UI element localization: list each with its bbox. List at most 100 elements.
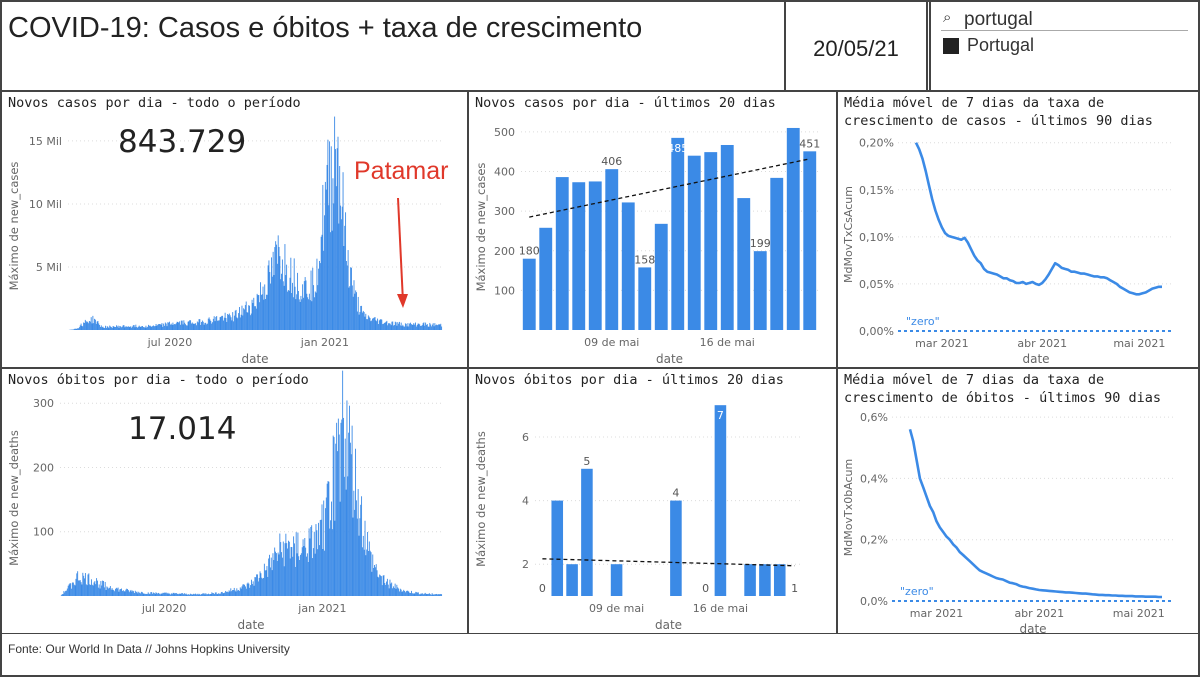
bar bbox=[249, 305, 251, 330]
bar bbox=[419, 594, 421, 596]
search-icon[interactable]: ⌕ bbox=[943, 8, 952, 26]
bar bbox=[135, 592, 137, 596]
bar bbox=[270, 557, 272, 596]
bar bbox=[275, 241, 277, 330]
bar bbox=[69, 583, 71, 596]
bar bbox=[434, 594, 436, 596]
bar bbox=[87, 574, 89, 596]
bar bbox=[329, 141, 331, 330]
bar bbox=[116, 325, 117, 330]
bar bbox=[351, 267, 352, 330]
bar bbox=[131, 327, 133, 330]
x-tick-label: mar 2021 bbox=[910, 607, 963, 620]
bar bbox=[418, 594, 420, 596]
bar bbox=[77, 571, 79, 596]
panel-deaths-growth[interactable]: Média móvel de 7 dias da taxa de crescim… bbox=[836, 367, 1200, 635]
bar bbox=[94, 318, 96, 330]
bar bbox=[279, 256, 281, 330]
panel-cases-growth[interactable]: Média móvel de 7 dias da taxa de crescim… bbox=[836, 90, 1200, 369]
bar bbox=[317, 549, 319, 596]
bar bbox=[72, 582, 73, 596]
panel-cases-all[interactable]: Novos casos por dia - todo o período 5 M… bbox=[0, 90, 469, 369]
bar bbox=[387, 584, 389, 596]
bar bbox=[704, 152, 718, 330]
trend-line bbox=[542, 558, 795, 567]
bar bbox=[337, 418, 339, 596]
bar bbox=[242, 584, 244, 596]
zero-label: "zero" bbox=[906, 315, 940, 328]
bar bbox=[137, 593, 139, 596]
bar bbox=[217, 593, 219, 596]
bar bbox=[385, 321, 387, 330]
bar bbox=[223, 317, 225, 330]
bar bbox=[161, 593, 163, 596]
y-tick-label: 200 bbox=[494, 245, 515, 258]
bar bbox=[121, 326, 123, 330]
search-underline bbox=[941, 30, 1188, 31]
bar bbox=[714, 405, 727, 596]
bar bbox=[208, 594, 210, 596]
bar bbox=[425, 593, 427, 596]
bar bbox=[202, 593, 204, 596]
bar bbox=[80, 582, 82, 596]
bar bbox=[82, 572, 84, 596]
bar bbox=[127, 589, 129, 596]
bar bbox=[160, 324, 162, 330]
bar bbox=[125, 326, 127, 330]
bar bbox=[109, 325, 111, 330]
bar bbox=[88, 323, 90, 330]
bar bbox=[272, 251, 274, 330]
bar bbox=[399, 325, 401, 330]
panel-deaths-20[interactable]: Novos óbitos por dia - últimos 20 dias 2… bbox=[467, 367, 838, 635]
bar bbox=[367, 319, 368, 330]
bar bbox=[126, 326, 128, 330]
bar bbox=[402, 324, 404, 330]
country-slicer[interactable]: ⌕ portugal Portugal bbox=[929, 0, 1200, 92]
bar bbox=[157, 593, 159, 596]
bar bbox=[439, 324, 441, 330]
bar bbox=[174, 324, 176, 330]
bar bbox=[389, 579, 391, 596]
bar bbox=[393, 587, 395, 596]
bar bbox=[428, 593, 430, 596]
bar bbox=[228, 314, 229, 330]
arrow-head-icon bbox=[397, 294, 408, 308]
bar bbox=[102, 580, 104, 596]
bar bbox=[349, 286, 351, 330]
bar bbox=[266, 566, 268, 596]
bar bbox=[263, 577, 264, 596]
bar bbox=[331, 529, 333, 596]
bar bbox=[370, 321, 372, 330]
bar bbox=[156, 325, 158, 330]
bar bbox=[386, 581, 387, 596]
bar bbox=[331, 230, 333, 330]
bar bbox=[359, 312, 361, 330]
slicer-search-input[interactable]: portugal bbox=[964, 9, 1033, 30]
bar bbox=[409, 593, 411, 596]
x-axis-title: date bbox=[241, 352, 268, 366]
slicer-item-portugal[interactable]: Portugal bbox=[943, 35, 1034, 56]
bar bbox=[288, 541, 290, 596]
bar bbox=[119, 325, 121, 330]
bar bbox=[177, 321, 179, 330]
panel-cases-20[interactable]: Novos casos por dia - últimos 20 dias 10… bbox=[467, 90, 838, 369]
y-tick-label: 4 bbox=[522, 495, 529, 508]
bar bbox=[420, 593, 422, 596]
bar bbox=[141, 326, 143, 330]
panel-deaths-all[interactable]: Novos óbitos por dia - todo o período 10… bbox=[0, 367, 469, 635]
bar bbox=[369, 317, 371, 330]
bar bbox=[115, 588, 116, 596]
bar bbox=[195, 594, 197, 596]
bar bbox=[187, 594, 189, 596]
x-tick-label: mai 2021 bbox=[1113, 607, 1165, 620]
bar bbox=[380, 576, 382, 596]
bar bbox=[219, 593, 221, 596]
bar bbox=[330, 520, 332, 596]
bar bbox=[260, 282, 261, 330]
bar bbox=[421, 325, 423, 330]
bar bbox=[180, 324, 181, 330]
bar bbox=[233, 315, 235, 330]
bar bbox=[409, 322, 411, 330]
bar bbox=[104, 581, 106, 596]
checkbox-checked-icon[interactable] bbox=[943, 37, 959, 54]
